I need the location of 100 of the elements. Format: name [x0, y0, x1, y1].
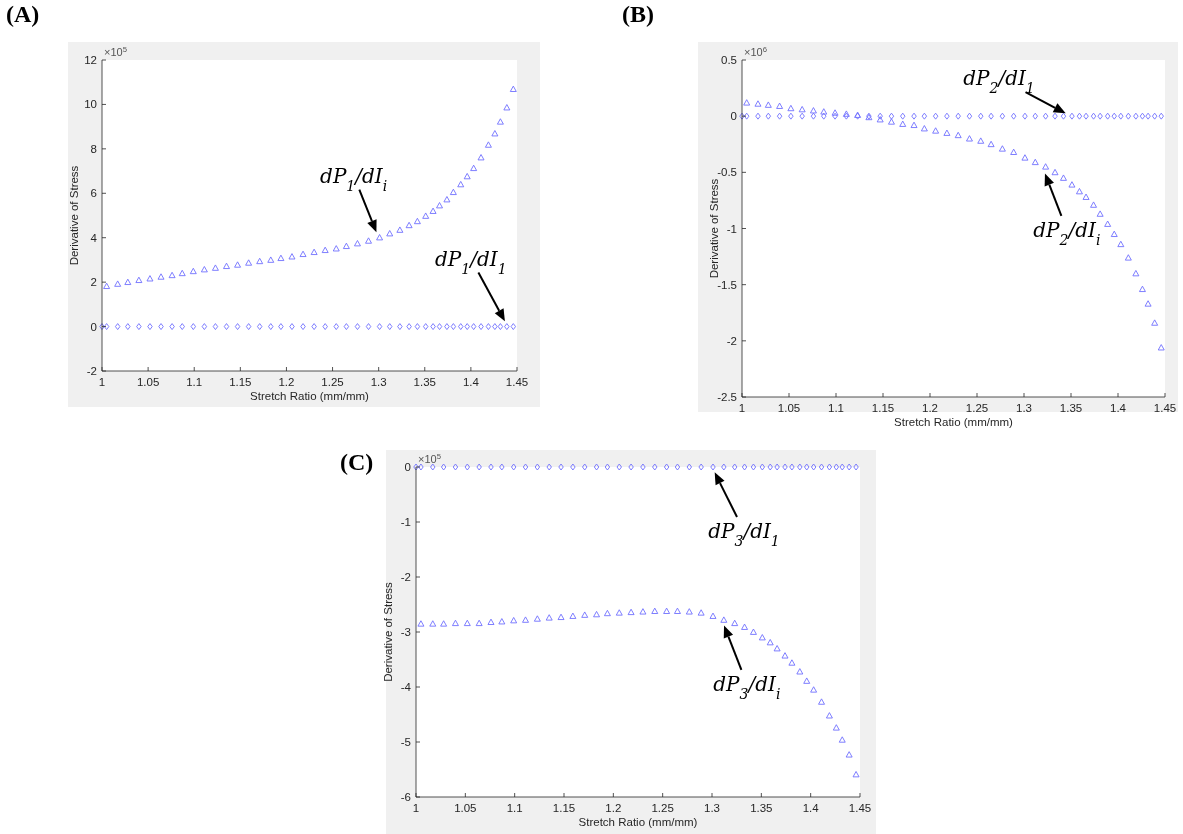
- text: ×10$^{5}$: [418, 451, 441, 465]
- point: [533, 615, 541, 622]
- point: [458, 323, 464, 331]
- point: [475, 619, 483, 627]
- point: [765, 112, 772, 120]
- point: [954, 131, 962, 139]
- point: [397, 323, 403, 331]
- x-tick-label: 1.35: [750, 802, 773, 814]
- point: [365, 323, 372, 331]
- x-tick-label: 1.05: [454, 802, 477, 814]
- point: [759, 463, 766, 471]
- point: [234, 261, 242, 268]
- point: [833, 463, 840, 471]
- point: [168, 271, 176, 279]
- x-tick-label: 1.1: [828, 402, 844, 414]
- point: [443, 196, 451, 203]
- point: [798, 105, 806, 113]
- point: [289, 323, 295, 331]
- point: [413, 217, 421, 225]
- point: [1157, 344, 1165, 351]
- x-tick-label: 1.2: [605, 802, 622, 814]
- point: [422, 212, 430, 219]
- point: [686, 463, 693, 471]
- annotation: dP$_{1}$/dI$_{1}$: [435, 246, 507, 277]
- point: [910, 121, 918, 128]
- point: [853, 463, 859, 471]
- point: [430, 463, 436, 471]
- point: [627, 608, 635, 616]
- point: [147, 323, 153, 331]
- x-tick-label: 1.45: [1153, 402, 1177, 414]
- y-tick-label: -2: [86, 365, 97, 377]
- point: [333, 323, 339, 331]
- point: [741, 463, 748, 471]
- point: [582, 463, 588, 471]
- point: [509, 85, 517, 92]
- point: [846, 463, 852, 471]
- point: [223, 262, 230, 269]
- point: [414, 323, 421, 331]
- point: [342, 242, 350, 250]
- point: [899, 120, 907, 127]
- point: [628, 463, 634, 471]
- x-tick-label: 1.05: [136, 376, 160, 388]
- point: [920, 125, 928, 132]
- annotation: dP$_{3}$/dI$_{1}$: [708, 519, 780, 549]
- point: [818, 463, 825, 471]
- point: [1068, 181, 1076, 188]
- point: [1145, 112, 1151, 120]
- x-tick-label: 1.25: [651, 802, 674, 814]
- point: [310, 248, 318, 255]
- point: [503, 104, 511, 111]
- point: [114, 280, 122, 287]
- point: [157, 273, 165, 280]
- point: [257, 323, 263, 331]
- y-tick-label: -3: [400, 626, 411, 638]
- point: [146, 275, 154, 282]
- point: [921, 112, 928, 120]
- point: [845, 751, 853, 758]
- point: [406, 323, 412, 331]
- point: [1090, 201, 1098, 208]
- y-tick-label: -5: [400, 736, 411, 748]
- point: [774, 463, 780, 471]
- point: [750, 463, 757, 471]
- point: [332, 245, 340, 252]
- point: [640, 463, 646, 471]
- point: [288, 253, 296, 260]
- y-axis-title: Derivative of Stress: [382, 581, 394, 682]
- point: [796, 668, 804, 675]
- point: [826, 463, 833, 471]
- point: [581, 611, 589, 618]
- point: [804, 463, 810, 471]
- point: [546, 463, 552, 471]
- x-tick-label: 1.45: [505, 376, 529, 388]
- point: [1052, 112, 1058, 120]
- point: [766, 639, 774, 646]
- point: [485, 323, 492, 331]
- point: [135, 276, 143, 283]
- annotation: dP$_{2}$/dI$_{i}$: [1033, 217, 1101, 248]
- point: [136, 323, 142, 331]
- point: [449, 188, 457, 196]
- point: [169, 323, 175, 331]
- y-tick-label: 0: [730, 110, 737, 123]
- point: [998, 145, 1006, 152]
- point: [1124, 254, 1132, 261]
- point: [842, 110, 850, 117]
- point: [470, 164, 478, 172]
- point: [832, 112, 838, 120]
- point: [103, 282, 111, 289]
- point: [720, 616, 728, 623]
- y-tick-label: -2: [400, 571, 411, 583]
- x-tick-label: 1.15: [871, 402, 895, 414]
- chart-title: (C): [340, 449, 374, 475]
- point: [457, 180, 465, 188]
- point: [803, 677, 811, 684]
- point: [977, 137, 985, 144]
- point: [639, 608, 647, 615]
- point: [1104, 112, 1111, 120]
- point: [464, 323, 470, 331]
- point: [764, 101, 772, 108]
- point: [731, 463, 738, 471]
- point: [267, 256, 275, 263]
